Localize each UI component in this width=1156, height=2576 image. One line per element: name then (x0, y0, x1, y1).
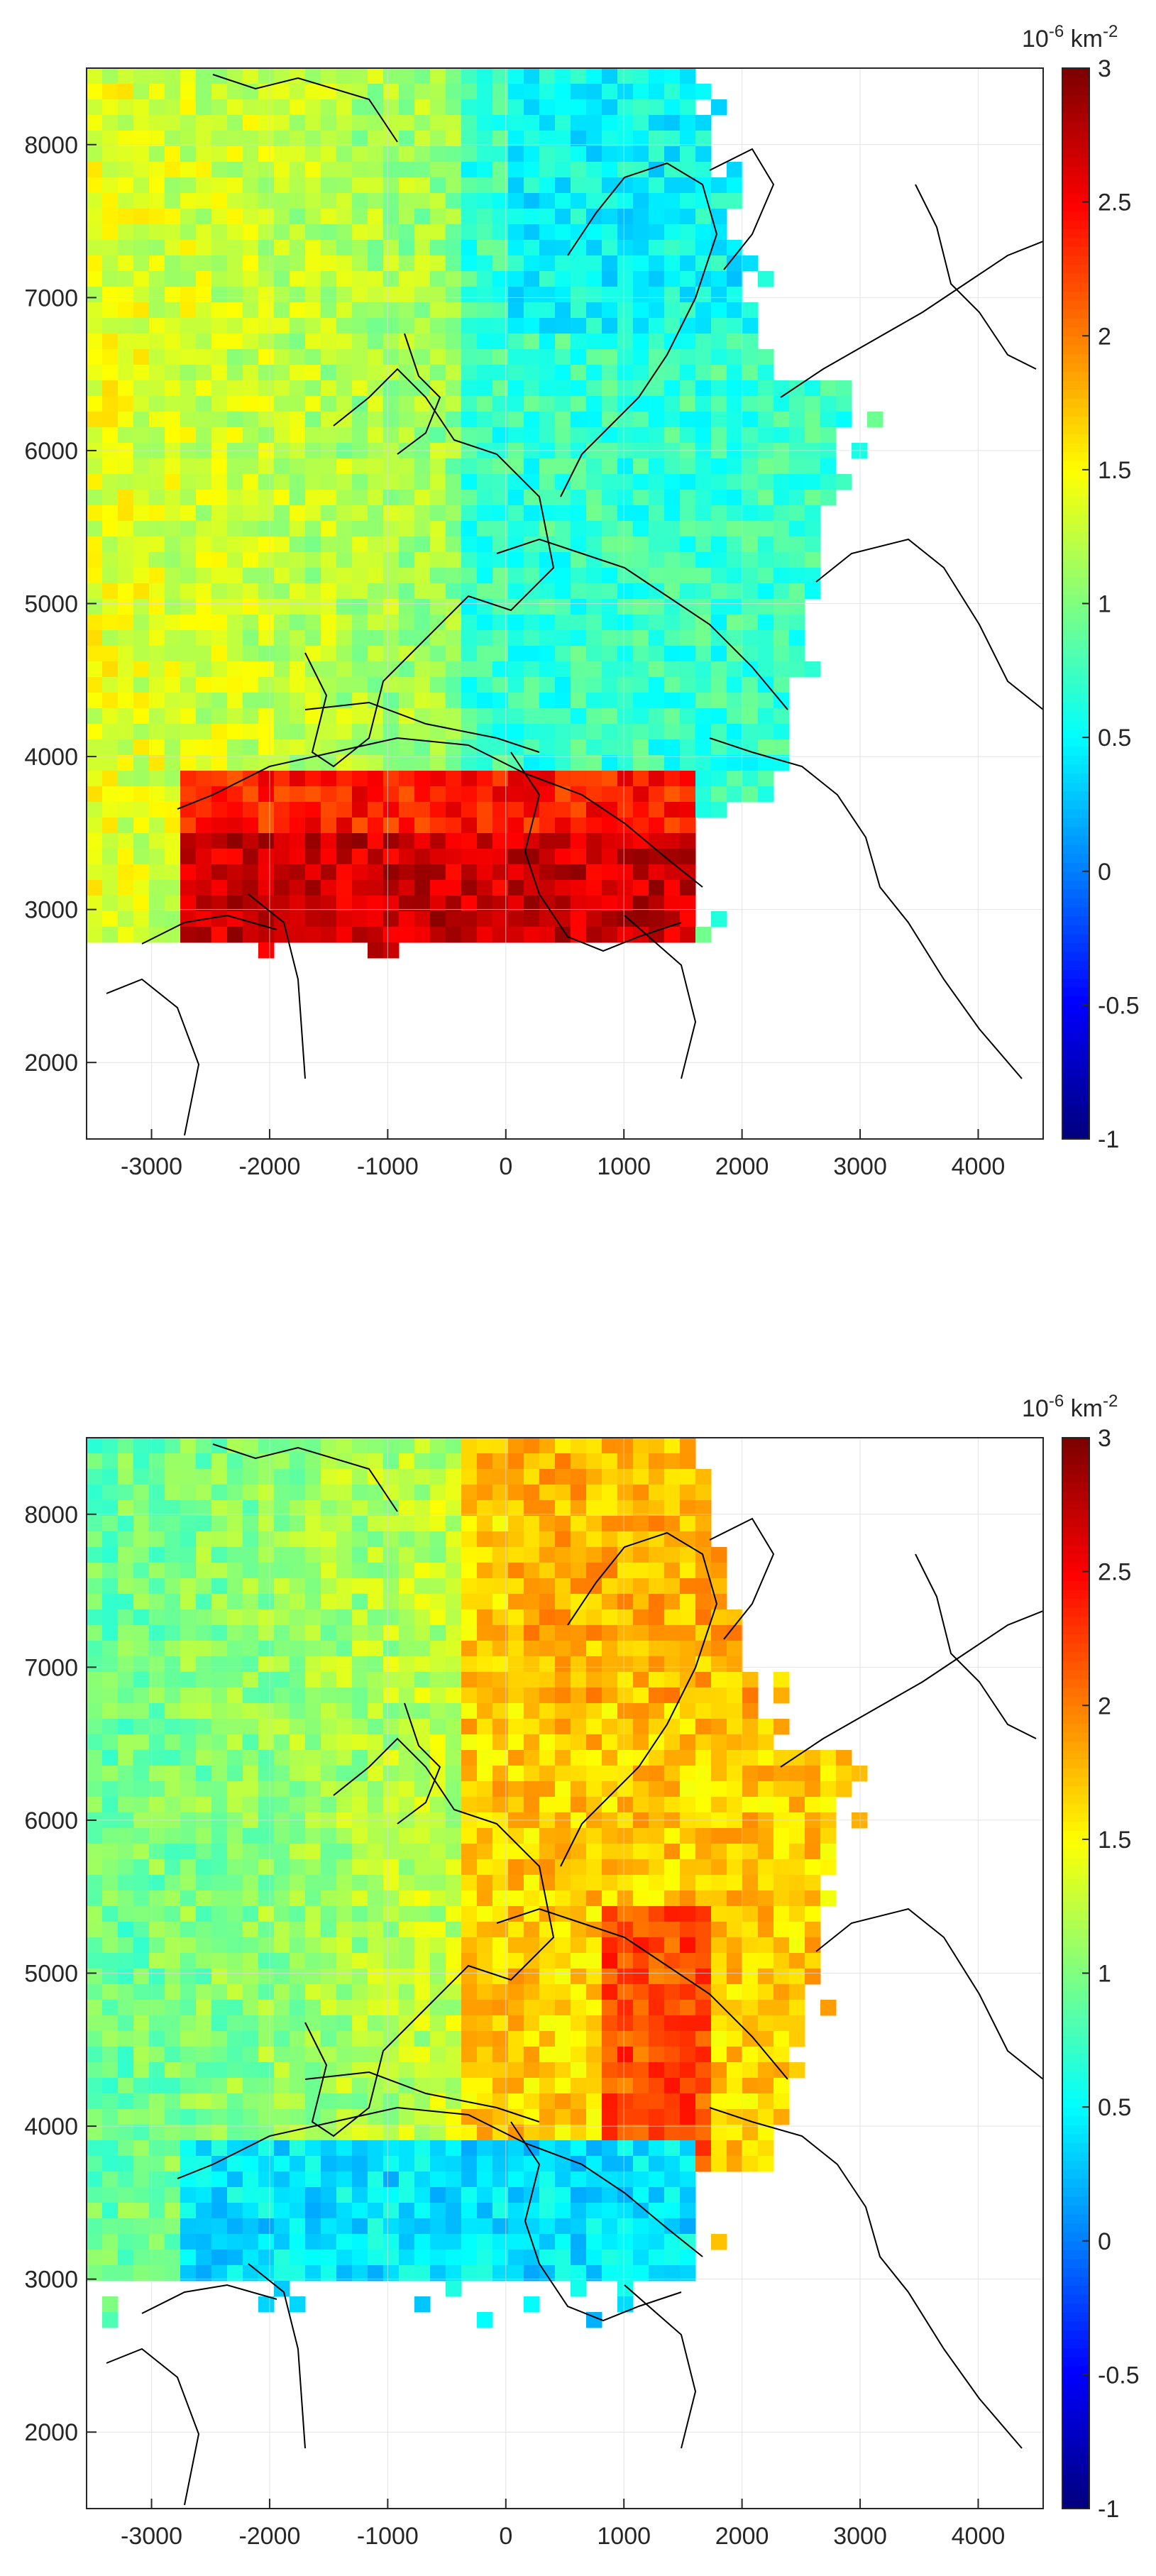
y-tick-label: 2000 (24, 1050, 78, 1077)
colorbar-tick-label: 0.5 (1098, 725, 1131, 752)
x-tick-label: -2000 (238, 1153, 300, 1180)
y-tick-label: 6000 (24, 438, 78, 465)
y-tick-label: 7000 (24, 1654, 78, 1681)
colorbar-tick-label: 0 (1098, 859, 1111, 886)
x-tick-label: -2000 (238, 2523, 300, 2550)
y-tick-label: 2000 (24, 2419, 78, 2446)
x-tick-label: 1000 (597, 2523, 651, 2550)
y-tick-label: 3000 (24, 2267, 78, 2294)
colorbar-tick-label: 2 (1098, 1692, 1111, 1719)
colorbar-tick-label: 2 (1098, 323, 1111, 350)
x-tick-label: 4000 (952, 2523, 1006, 2550)
colorbar-tick-label: 1 (1098, 1961, 1111, 1988)
x-tick-label: -1000 (357, 2523, 419, 2550)
map-panel-top: -3000 -2000 -1000 0 1000 2000 3000 4000 2000 3000… (0, 0, 1156, 1206)
map-panel-bottom: -3000 -2000 -1000 0 1000 2000 3000 4000 2000 3000… (0, 1370, 1156, 2576)
colorbar-tick-label: 2.5 (1098, 1559, 1131, 1586)
map-svg: -3000 -2000 -1000 0 1000 2000 3000 4000 2000 3000… (0, 0, 1156, 1206)
colorbar-tick-label: 3 (1098, 55, 1111, 82)
colorbar-tick-label: 1.5 (1098, 1827, 1131, 1854)
colorbar-tick-label: -1 (1098, 2496, 1119, 2523)
y-tick-label: 5000 (24, 1961, 78, 1988)
x-tick-label: 4000 (952, 1153, 1006, 1180)
y-tick-label: 8000 (24, 132, 78, 159)
x-tick-label: 1000 (597, 1153, 651, 1180)
colorbar-unit-label: 10-6 km-2 (1022, 22, 1118, 53)
colorbar: 3 2.5 2 1.5 1 0.5 0 -0.5 -1 (1062, 55, 1140, 1153)
y-tick-label: 5000 (24, 591, 78, 618)
colorbar-tick-label: 0.5 (1098, 2094, 1131, 2121)
y-tick-label: 4000 (24, 2113, 78, 2140)
x-tick-label: 2000 (715, 2523, 769, 2550)
x-tick-label: -3000 (121, 2523, 182, 2550)
colorbar-tick-label: 3 (1098, 1425, 1111, 1452)
map-svg: -3000 -2000 -1000 0 1000 2000 3000 4000 2000 3000… (0, 1370, 1156, 2576)
x-tick-label: 2000 (715, 1153, 769, 1180)
x-tick-label: 3000 (833, 1153, 887, 1180)
y-tick-label: 3000 (24, 897, 78, 924)
x-tick-label: 0 (499, 2523, 512, 2550)
colorbar-tick-label: 2.5 (1098, 189, 1131, 216)
colorbar-tick-label: -1 (1098, 1126, 1119, 1153)
colorbar-tick-label: -0.5 (1098, 2362, 1140, 2389)
x-tick-label: -1000 (357, 1153, 419, 1180)
colorbar-tick-label: 0 (1098, 2228, 1111, 2255)
y-tick-label: 4000 (24, 744, 78, 771)
y-tick-label: 6000 (24, 1807, 78, 1834)
colorbar-tick-label: 1 (1098, 591, 1111, 618)
colorbar-tick-label: 1.5 (1098, 457, 1131, 484)
colorbar: 3 2.5 2 1.5 1 0.5 0 -0.5 -1 (1062, 1425, 1140, 2523)
x-tick-label: 0 (499, 1153, 512, 1180)
colorbar-unit-label: 10-6 km-2 (1022, 1392, 1118, 1422)
y-tick-label: 8000 (24, 1502, 78, 1529)
x-tick-label: 3000 (833, 2523, 887, 2550)
y-tick-label: 7000 (24, 285, 78, 312)
colorbar-tick-label: -0.5 (1098, 992, 1140, 1019)
x-tick-label: -3000 (121, 1153, 182, 1180)
